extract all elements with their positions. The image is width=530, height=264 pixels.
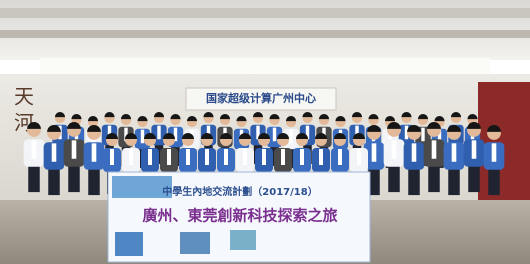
ceiling-beam: [0, 30, 530, 38]
person-shirt: [157, 126, 160, 140]
banner-title: 中學生內地交流計劃（2017/18）: [162, 185, 317, 198]
person-shirt: [262, 149, 266, 165]
wall-sign: 国家超级计算广州中心: [206, 91, 316, 105]
person-shirt: [141, 130, 144, 144]
person-shirt: [319, 149, 323, 165]
person-shirt: [300, 149, 304, 165]
person-shirt: [421, 128, 424, 142]
person-shirt: [72, 140, 77, 158]
person-shirt: [205, 149, 209, 165]
person-shirt: [281, 149, 285, 165]
person-shirt: [148, 149, 152, 165]
ceiling-beam: [0, 8, 530, 18]
banner-photo: [230, 230, 256, 250]
person-shirt: [338, 149, 342, 165]
person-shirt: [224, 149, 228, 165]
person-shirt: [32, 140, 37, 158]
person-shirt: [452, 143, 457, 161]
banner-subtitle: 廣州、東莞創新科技探索之旅: [142, 207, 337, 225]
person-shirt: [129, 149, 133, 165]
calligraphy: 天: [14, 85, 34, 109]
photo: 国家超级计算广州中心 天 河 中學生內地交流計劃（2017/18） 廣州、東莞創…: [0, 0, 530, 264]
person-shirt: [372, 143, 377, 161]
light-strip: [40, 58, 490, 74]
banner-photo: [115, 232, 143, 256]
person-shirt: [412, 143, 417, 161]
person-shirt: [472, 140, 477, 158]
person-shirt: [167, 149, 171, 165]
person-shirt: [186, 149, 190, 165]
person-shirt: [52, 143, 57, 161]
person-shirt: [110, 149, 114, 165]
person-shirt: [92, 143, 97, 161]
person-shirt: [392, 140, 397, 158]
person-shirt: [243, 149, 247, 165]
banner-photo: [180, 232, 210, 254]
person-shirt: [357, 149, 361, 165]
person-shirt: [273, 128, 276, 142]
person-shirt: [432, 140, 437, 158]
person-shirt: [289, 130, 292, 144]
person-shirt: [492, 143, 497, 161]
